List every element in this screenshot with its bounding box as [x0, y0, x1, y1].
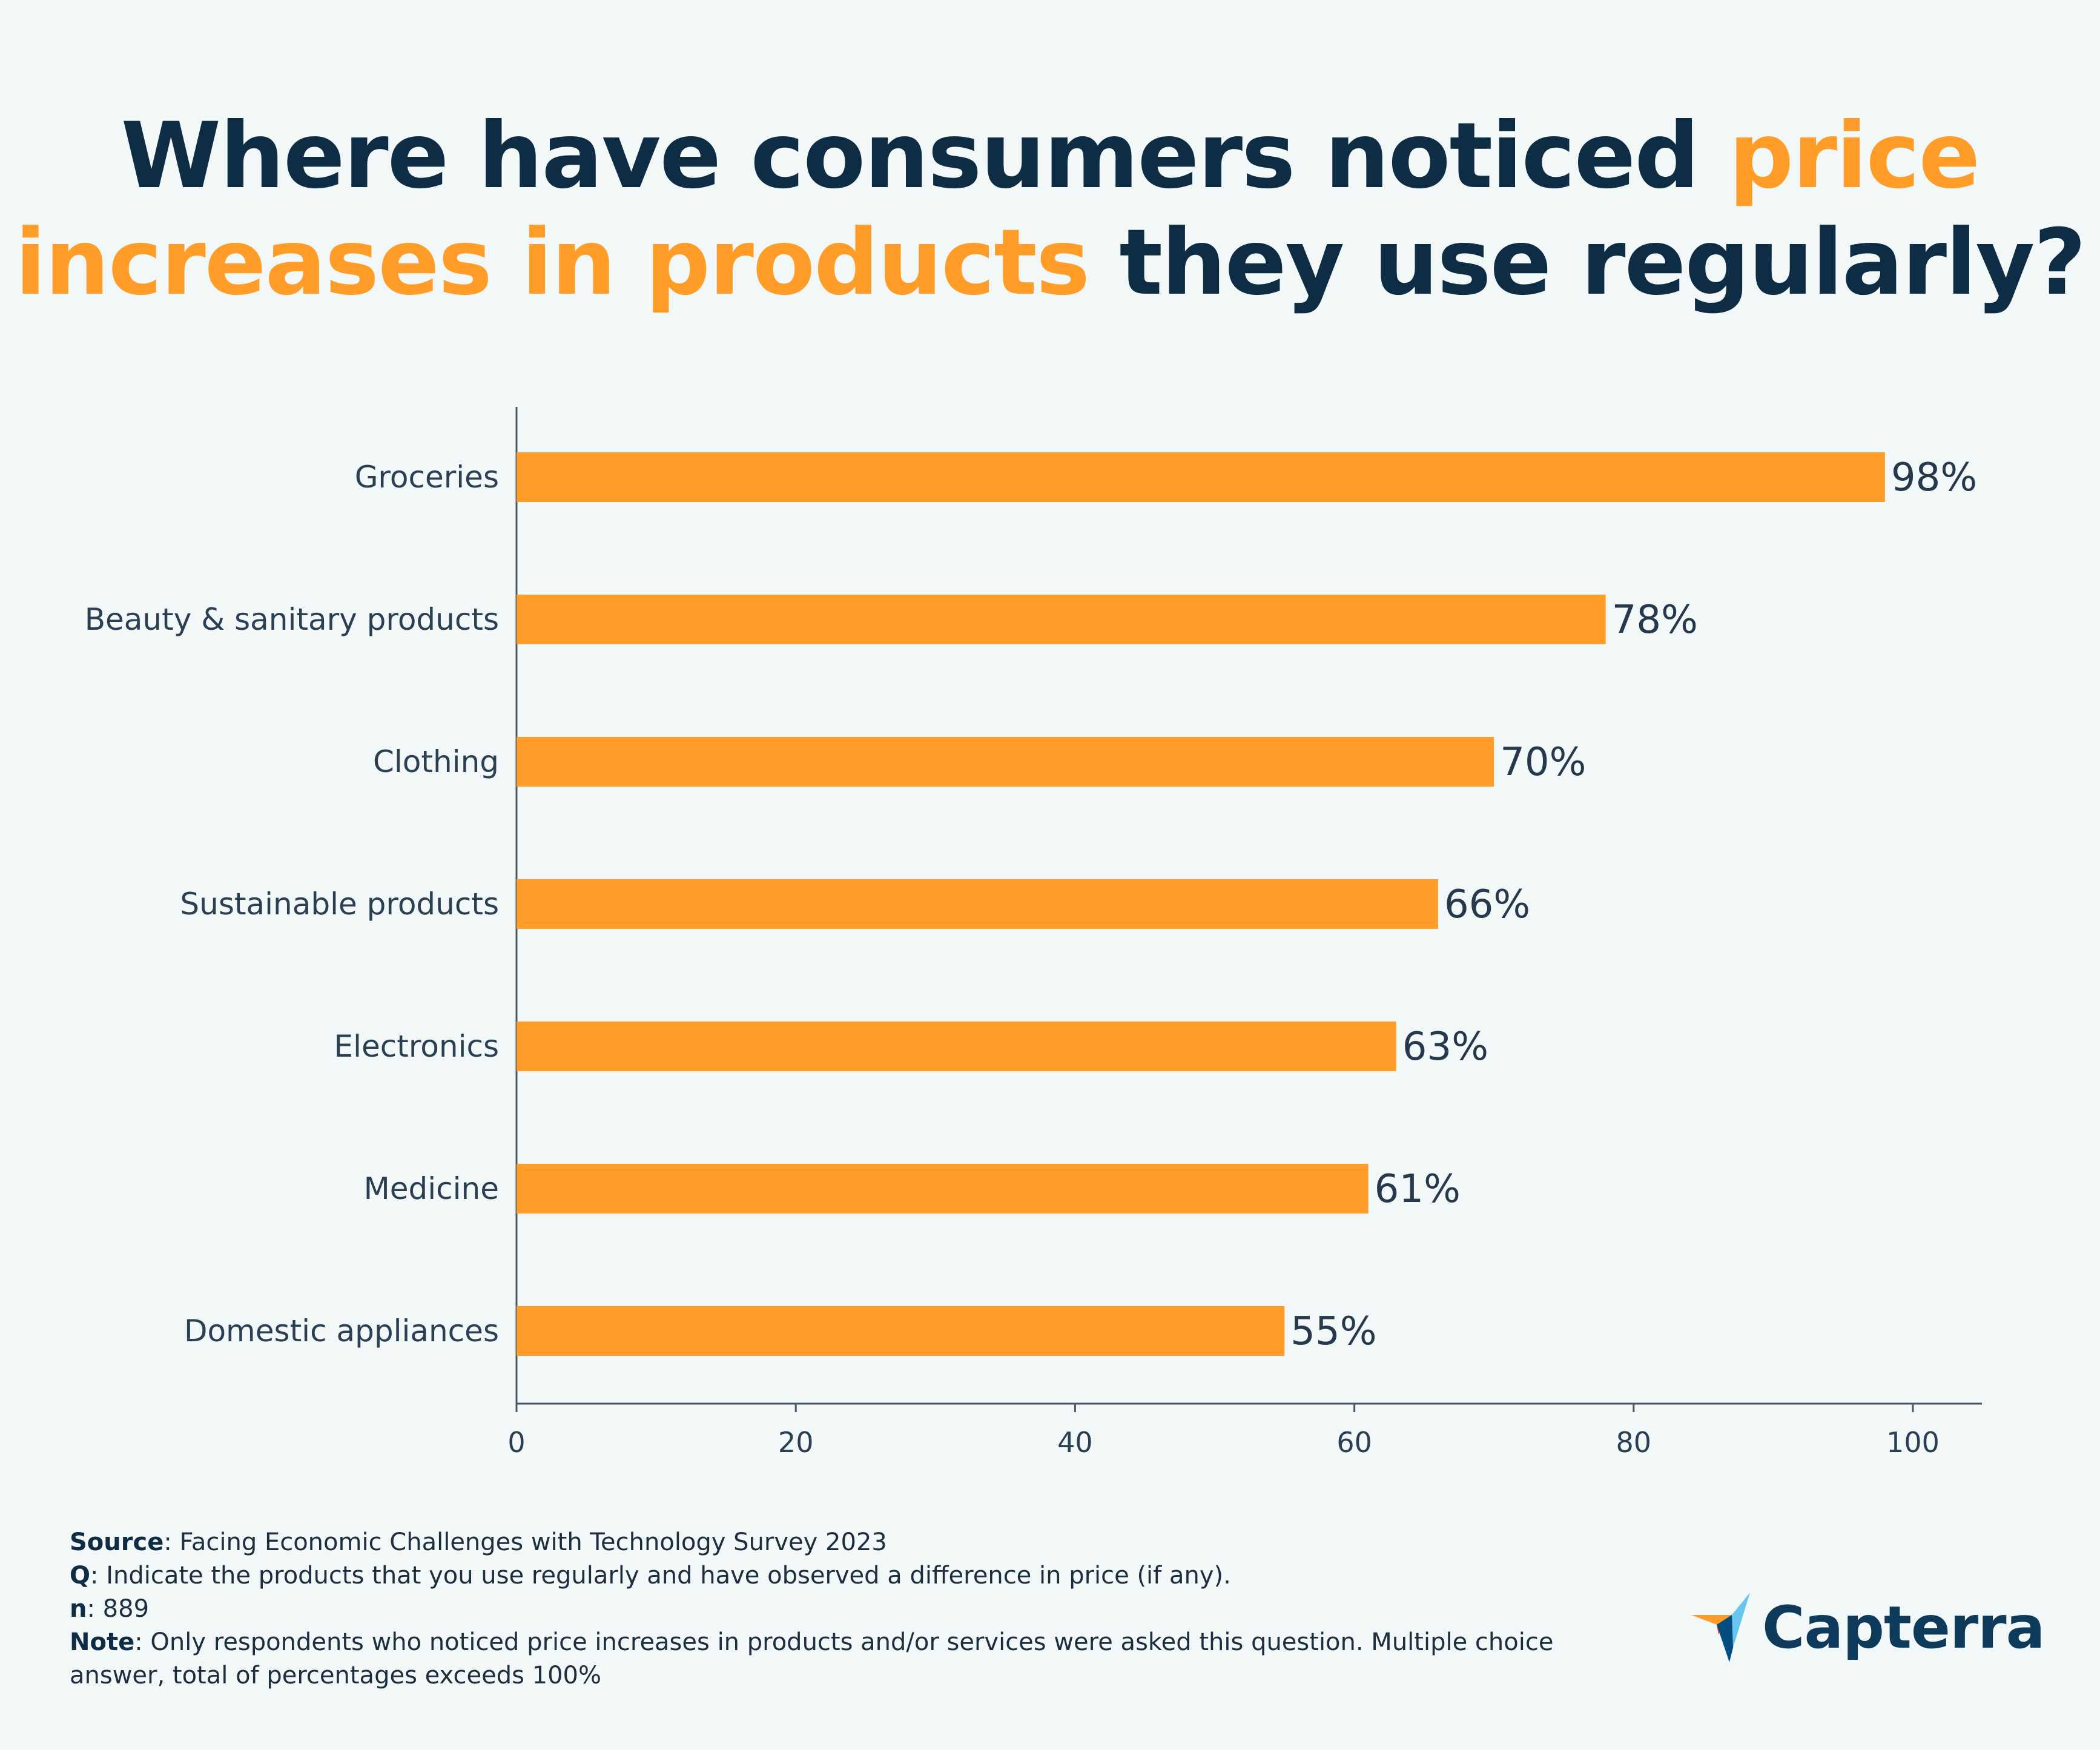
category-label: Clothing: [373, 744, 499, 779]
value-label: 66%: [1444, 882, 1530, 927]
value-label: 63%: [1402, 1025, 1488, 1069]
category-label: Sustainable products: [180, 887, 499, 922]
chart-footnotes: Source: Facing Economic Challenges with …: [70, 1526, 1644, 1692]
question-line: Q: Indicate the products that you use re…: [70, 1559, 1644, 1593]
bar: [517, 879, 1438, 929]
x-tick-label: 40: [1057, 1426, 1093, 1459]
title-highlight: price increases in products: [15, 104, 1981, 315]
x-tick-label: 20: [778, 1426, 814, 1459]
sample-size-text: : 889: [87, 1595, 150, 1623]
sample-size-label: n: [70, 1595, 87, 1623]
x-tick-label: 100: [1886, 1426, 1940, 1459]
bar: [517, 595, 1606, 644]
logo-lightblue-shard: [1732, 1593, 1750, 1648]
value-label: 70%: [1500, 740, 1586, 785]
category-label: Medicine: [364, 1171, 499, 1206]
chart-title: Where have consumers noticed price incre…: [0, 103, 2100, 316]
bar: [517, 452, 1885, 502]
value-label: 78%: [1612, 598, 1698, 642]
source-line: Source: Facing Economic Challenges with …: [70, 1526, 1644, 1559]
category-label: Domestic appliances: [184, 1313, 499, 1349]
title-part-2: they use regularly?: [1089, 210, 2086, 315]
note-label: Note: [70, 1628, 135, 1656]
capterra-logo: Capterra: [1689, 1590, 2045, 1668]
category-label: Beauty & sanitary products: [85, 602, 499, 637]
source-text: : Facing Economic Challenges with Techno…: [163, 1528, 887, 1556]
logo-orange-shard: [1691, 1615, 1732, 1625]
capterra-logo-mark-icon: [1691, 1593, 1750, 1662]
value-label: 55%: [1290, 1309, 1376, 1354]
category-label: Groceries: [355, 460, 499, 495]
question-text: : Indicate the products that you use reg…: [90, 1562, 1231, 1590]
value-label: 98%: [1891, 455, 1977, 500]
bar-chart: 0 20 40 60 80 100 Groceries 98% Beauty & sanitar…: [85, 407, 1982, 1459]
bar: [517, 1306, 1285, 1356]
question-label: Q: [70, 1562, 91, 1590]
sample-size-line: n: 889: [70, 1593, 1644, 1626]
bar: [517, 1164, 1369, 1213]
note-text: : Only respondents who noticed price inc…: [70, 1628, 1554, 1689]
note-line: Note: Only respondents who noticed price…: [70, 1626, 1644, 1692]
title-part-1: Where have consumers noticed: [121, 104, 1729, 209]
capterra-wordmark: Capterra: [1762, 1594, 2045, 1662]
source-label: Source: [70, 1528, 164, 1556]
category-label: Electronics: [334, 1029, 499, 1064]
bar: [517, 1022, 1396, 1071]
value-label: 61%: [1375, 1167, 1461, 1212]
x-tick-label: 60: [1336, 1426, 1372, 1459]
logo-navy-shard: [1717, 1615, 1733, 1662]
x-tick-label: 80: [1616, 1426, 1652, 1459]
x-tick-label: 0: [507, 1426, 525, 1459]
bar: [517, 737, 1494, 787]
